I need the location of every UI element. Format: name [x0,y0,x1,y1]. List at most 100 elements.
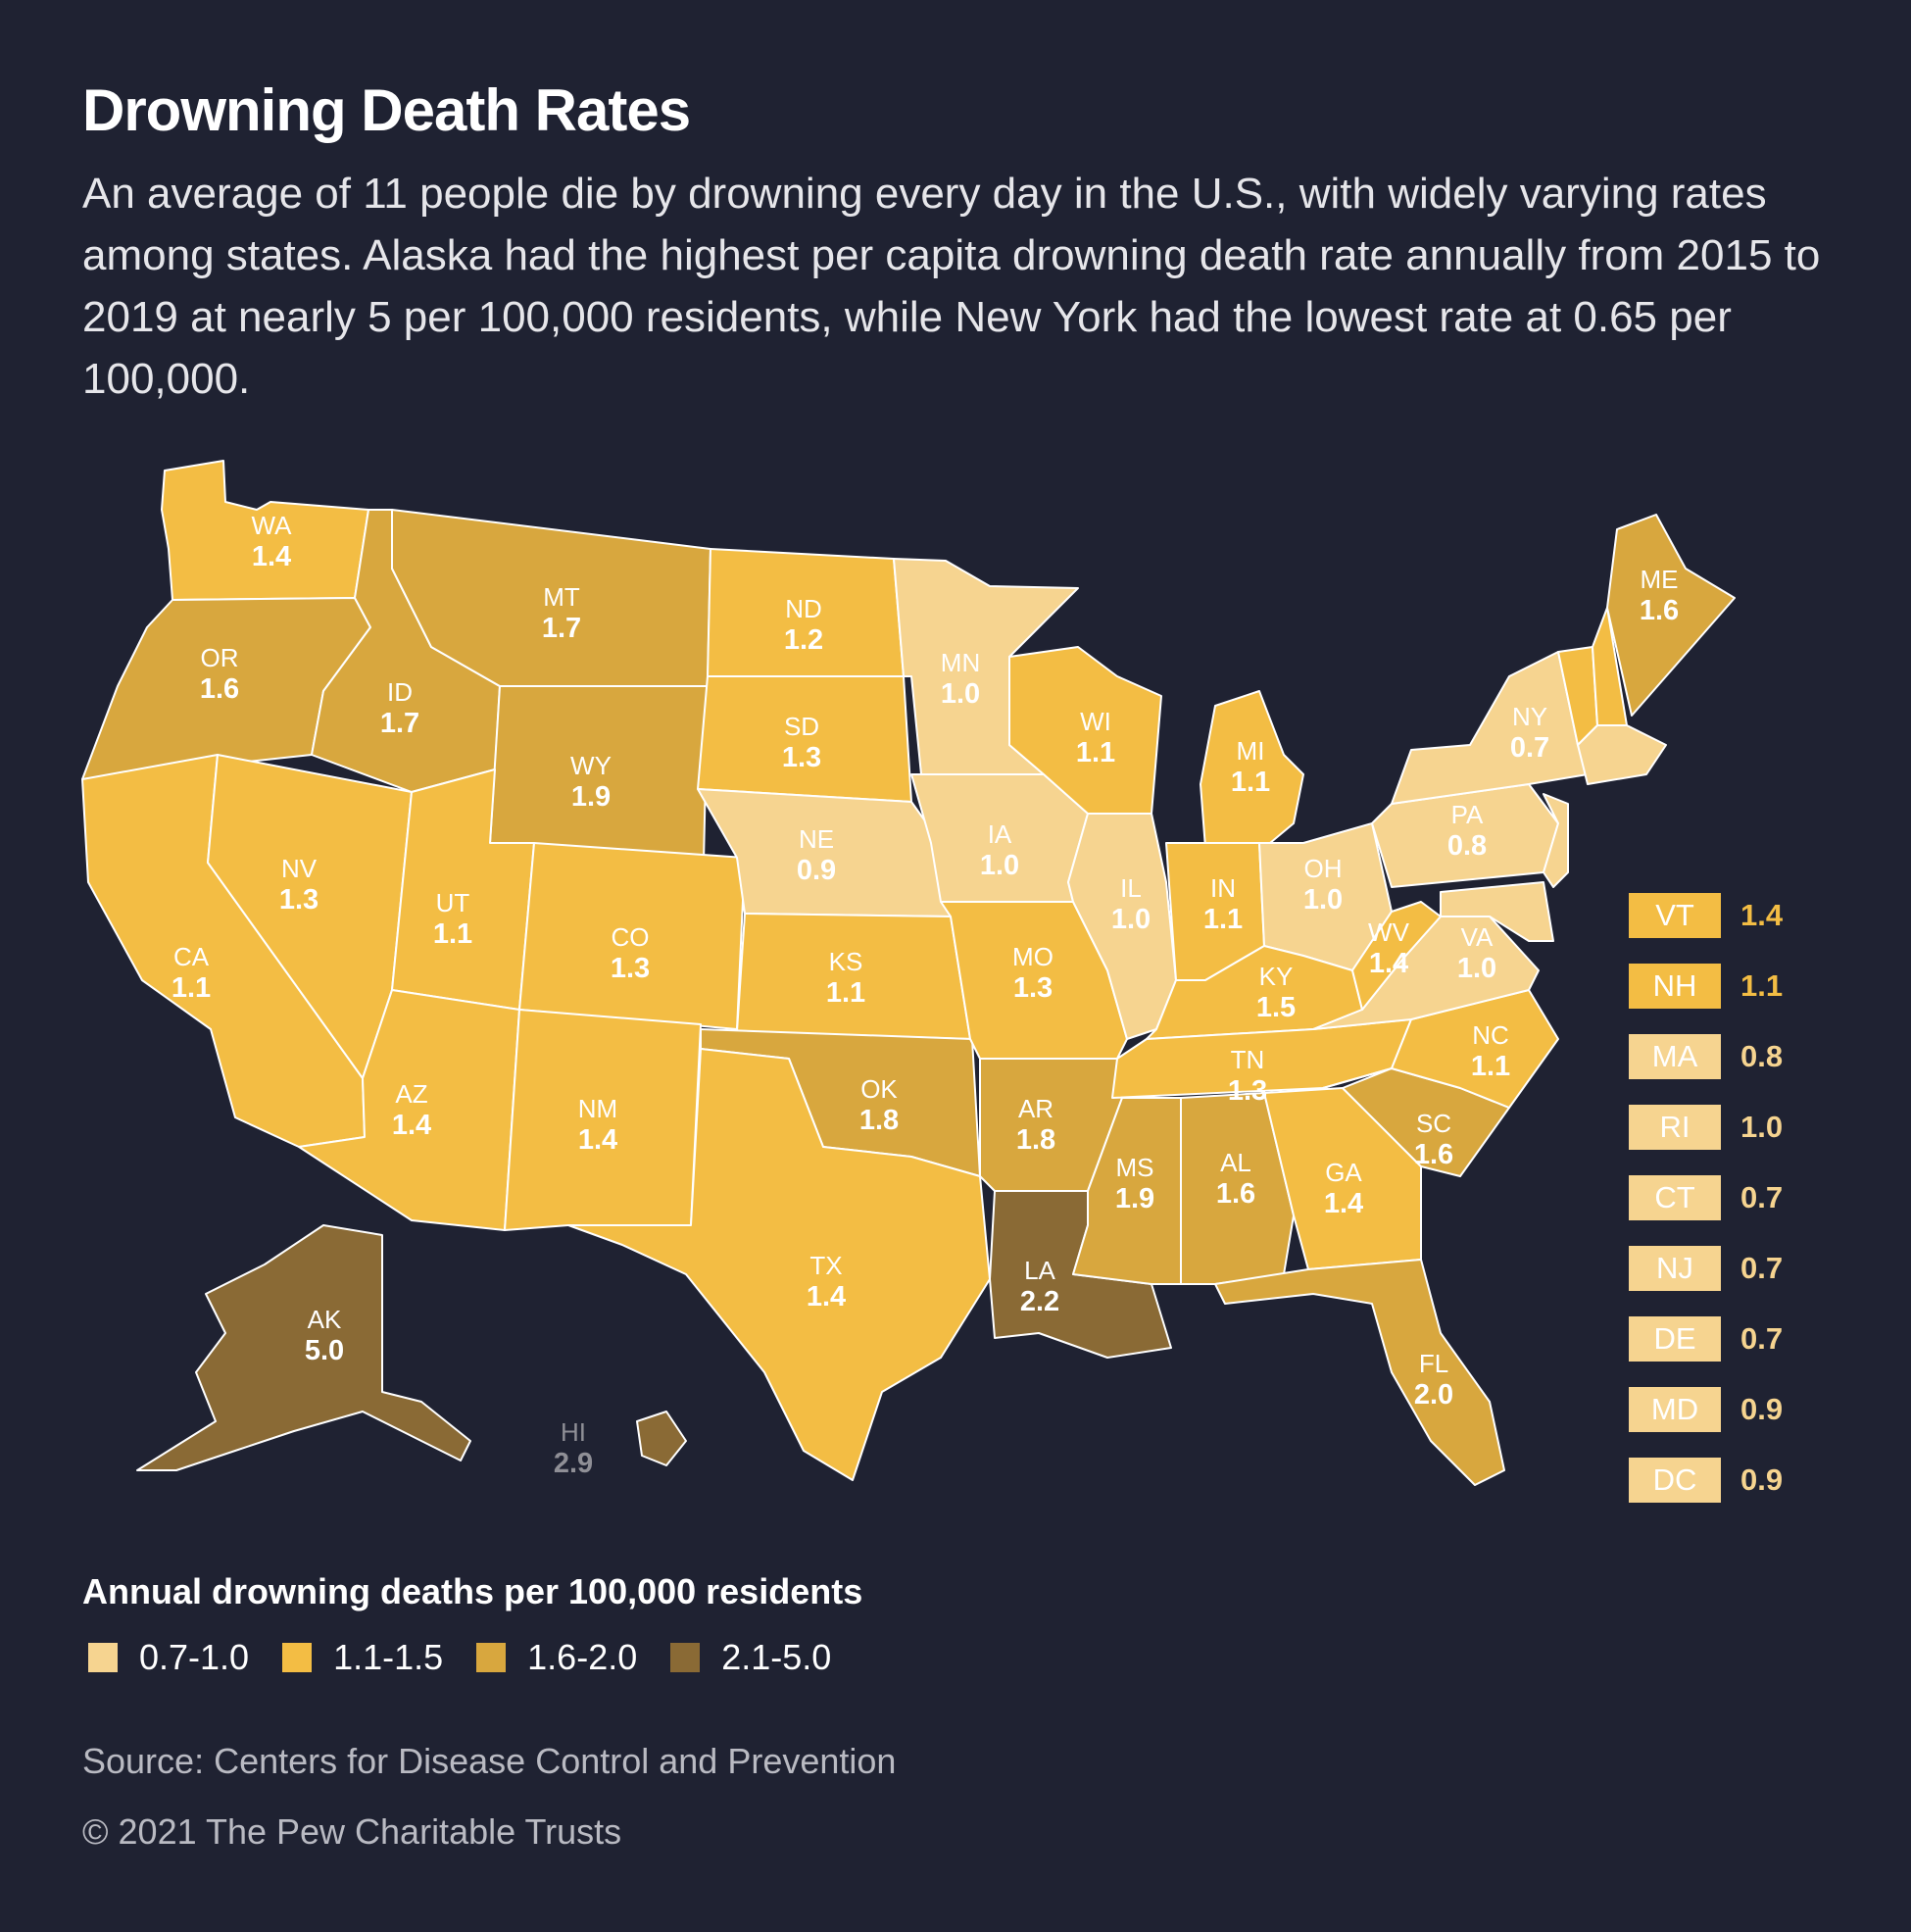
state-abbr-nc: NC [1472,1020,1509,1050]
chart-subtitle: An average of 11 people die by drowning … [82,170,1821,403]
small-state-row-ri: RI 1.0 [1629,1092,1825,1163]
state-value-wv: 1.4 [1369,948,1408,979]
state-value-nv: 1.3 [279,884,318,916]
state-abbr-tn: TN [1231,1045,1265,1074]
state-shape-ny[interactable] [1391,651,1589,805]
chart-title: Drowning Death Rates [82,77,691,143]
state-value-mi: 1.1 [1231,767,1270,798]
state-abbr-ms: MS [1116,1153,1154,1182]
state-value-nm: 1.4 [578,1124,617,1156]
state-abbr-mt: MT [543,582,580,612]
us-state-map: WA1.4OR1.6CA1.1NV1.3ID1.7MT1.7WY1.9UT1.1… [81,460,1736,1486]
source-note: Source: Centers for Disease Control and … [82,1741,897,1781]
state-shape-il[interactable] [1067,813,1177,1040]
state-abbr-co: CO [612,922,650,952]
state-abbr-fl: FL [1419,1349,1448,1378]
state-abbr-sc: SC [1416,1109,1451,1138]
state-value-il: 1.0 [1111,904,1151,935]
state-abbr-wv: WV [1368,917,1410,947]
state-value-ne: 0.9 [797,855,836,886]
state-abbr-mn: MN [941,648,980,677]
state-abbr-sd: SD [784,712,819,741]
state-value-tx: 1.4 [807,1281,846,1313]
state-value-ut: 1.1 [433,918,472,950]
small-state-value-nh: 1.1 [1740,968,1784,1003]
state-shape-hi[interactable] [636,1411,687,1466]
state-value-az: 1.4 [392,1110,431,1141]
small-state-value-ct: 0.7 [1740,1180,1784,1214]
legend-label-3: 2.1-5.0 [721,1637,832,1677]
small-state-box-de: DE [1629,1316,1721,1362]
state-shape-nc[interactable] [1322,989,1559,1109]
state-abbr-ne: NE [799,824,834,854]
state-shape-de-md[interactable] [1440,881,1554,942]
state-abbr-mi: MI [1237,736,1265,766]
state-value-ny: 0.7 [1510,732,1549,764]
state-value-me: 1.6 [1640,595,1679,626]
state-abbr-wy: WY [570,751,612,780]
state-abbr-al: AL [1220,1148,1251,1177]
state-abbr-or: OR [201,643,239,672]
small-state-box-nj: NJ [1629,1246,1721,1291]
legend-label-0: 0.7-1.0 [139,1637,250,1677]
state-abbr-ut: UT [436,888,470,917]
state-value-ks: 1.1 [826,977,865,1009]
state-abbr-hi: HI [561,1417,586,1447]
state-shape-mi[interactable] [1200,690,1304,849]
state-value-ar: 1.8 [1016,1124,1055,1156]
state-value-nc: 1.1 [1471,1051,1510,1082]
small-state-row-nj: NJ 0.7 [1629,1233,1825,1304]
state-value-ia: 1.0 [980,850,1019,881]
state-value-sd: 1.3 [782,742,821,773]
small-state-box-md: MD [1629,1387,1721,1432]
state-abbr-ak: AK [308,1305,342,1334]
small-state-row-md: MD 0.9 [1629,1374,1825,1445]
state-shape-nj[interactable] [1543,793,1569,888]
state-abbr-va: VA [1461,922,1494,952]
state-abbr-mo: MO [1012,942,1054,971]
state-abbr-tx: TX [809,1251,842,1280]
state-abbr-ky: KY [1259,962,1294,991]
state-abbr-ny: NY [1512,702,1547,731]
small-state-row-ma: MA 0.8 [1629,1021,1825,1092]
state-abbr-wi: WI [1080,707,1111,736]
state-value-al: 1.6 [1216,1178,1255,1210]
state-value-pa: 0.8 [1447,830,1487,862]
state-shape-me[interactable] [1606,514,1736,717]
state-shape-ma-ct-ri[interactable] [1577,724,1667,785]
state-shape-tx[interactable] [567,1048,991,1481]
state-abbr-nd: ND [785,594,822,623]
state-value-mt: 1.7 [542,613,581,644]
legend-item-0: 0.7-1.0 [88,1637,249,1678]
state-value-va: 1.0 [1457,953,1496,984]
state-value-wi: 1.1 [1076,737,1115,768]
small-state-row-vt: VT 1.4 [1629,880,1825,951]
state-abbr-ca: CA [173,942,210,971]
copyright-note: © 2021 The Pew Charitable Trusts [82,1811,622,1852]
state-abbr-ks: KS [829,947,863,976]
state-value-hi: 2.9 [554,1448,593,1479]
state-shape-ks[interactable] [736,913,971,1040]
small-state-value-vt: 1.4 [1740,898,1784,932]
state-shape-fl[interactable] [1214,1259,1505,1486]
state-value-oh: 1.0 [1303,884,1343,916]
small-state-row-ct: CT 0.7 [1629,1163,1825,1233]
small-state-value-dc: 0.9 [1740,1462,1784,1497]
state-abbr-in: IN [1210,873,1236,903]
state-value-sc: 1.6 [1414,1139,1453,1170]
state-shape-ak[interactable] [136,1224,471,1471]
state-value-ms: 1.9 [1115,1183,1154,1214]
legend-swatch-1 [282,1643,313,1672]
state-value-wa: 1.4 [252,541,291,572]
state-value-ok: 1.8 [859,1105,899,1136]
small-state-box-nh: NH [1629,964,1721,1009]
state-abbr-oh: OH [1304,854,1343,883]
legend-item-1: 1.1-1.5 [282,1637,443,1678]
state-value-or: 1.6 [200,673,239,705]
state-value-co: 1.3 [611,953,650,984]
legend: 0.7-1.0 1.1-1.5 1.6-2.0 2.1-5.0 [88,1637,831,1678]
legend-item-2: 1.6-2.0 [476,1637,637,1678]
small-states-panel: VT 1.4 NH 1.1 MA 0.8 RI 1.0 CT 0.7 NJ 0.7 DE 0.… [1629,880,1825,1515]
legend-swatch-2 [476,1643,507,1672]
legend-label-1: 1.1-1.5 [333,1637,444,1677]
